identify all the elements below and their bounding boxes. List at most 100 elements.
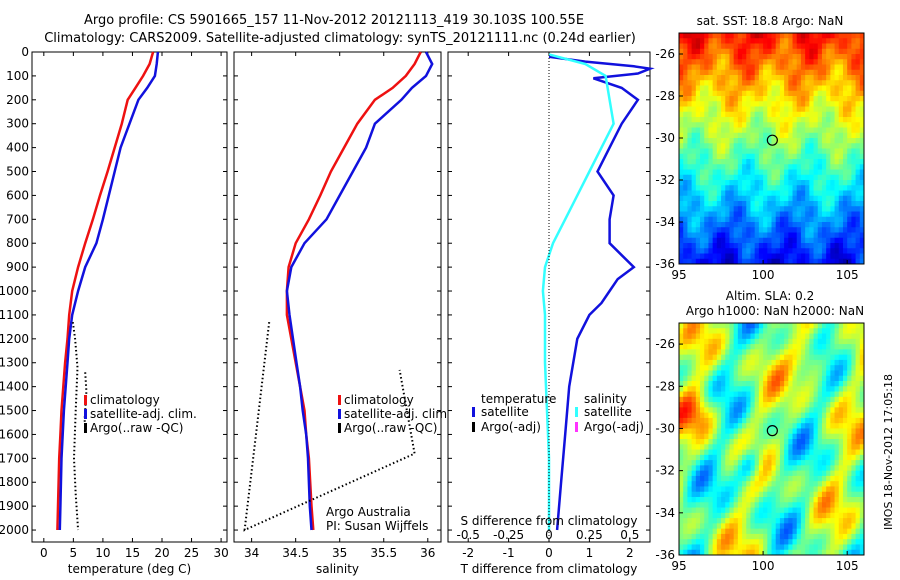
heatmap-cell [859,185,865,191]
heatmap-cell [691,69,697,76]
legend-swatch [472,407,475,417]
heatmap-cell [771,201,777,207]
heatmap-cell [742,33,747,39]
heatmap-cell [796,460,802,466]
heatmap-cell [725,85,730,92]
heatmap-cell [679,349,684,356]
heatmap-cell [695,180,701,186]
heatmap-cell [817,85,823,92]
heatmap-cell [712,349,718,356]
heatmap-cell [721,127,726,134]
heatmap-cell [855,80,861,86]
heatmap-cell [746,143,751,149]
heatmap-cell [821,412,827,419]
heatmap-cell [746,232,751,239]
heatmap-cell [742,323,747,329]
heatmap-cell [750,475,756,482]
heatmap-cell [708,159,714,165]
heatmap-cell [733,227,739,233]
heatmap-cell [771,449,777,456]
heatmap-cell [855,174,861,181]
heatmap-cell [813,386,819,392]
heatmap-cell [859,333,865,340]
heatmap-cell [792,169,798,176]
heatmap-cell [792,195,798,202]
heatmap-cell [763,417,768,424]
heatmap-cell [700,454,705,461]
heatmap-cell [746,333,751,340]
heatmap-cell [851,80,856,86]
heatmap-cell [775,386,781,392]
heatmap-cell [683,417,688,424]
heatmap-cell [830,512,835,519]
heatmap-cell [750,470,756,477]
heatmap-cell [742,216,747,223]
heatmap-cell [725,512,730,519]
heatmap-cell [687,475,693,482]
heatmap-cell [729,491,735,498]
heatmap-cell [758,153,764,160]
heatmap-cell [700,248,705,254]
heatmap-cell [691,90,697,97]
heatmap-cell [784,127,789,134]
heatmap-cell [859,127,865,134]
heatmap-cell [691,523,697,530]
heatmap-cell [746,396,751,403]
heatmap-cell [859,90,865,97]
heatmap-cell [805,349,810,356]
heatmap-cell [796,143,802,149]
heatmap-cell [691,101,697,107]
heatmap-cell [767,64,772,71]
heatmap-cell [737,117,743,123]
heatmap-cell [851,180,856,186]
heatmap-cell [855,465,861,472]
heatmap-cell [721,428,726,435]
heatmap-cell [817,475,823,482]
heatmap-cell [826,237,831,244]
heatmap-cell [834,375,840,382]
heatmap-cell [687,386,693,392]
heatmap-cell [784,138,789,144]
heatmap-cell [704,423,709,429]
heatmap-cell [847,222,852,228]
heatmap-cell [691,190,697,197]
heatmap-cell [679,64,684,71]
heatmap-cell [695,465,701,472]
heatmap-cell [796,433,802,440]
heatmap-cell [851,497,856,503]
heatmap-cell [796,38,802,44]
heatmap-cell [758,222,764,228]
heatmap-cell [687,122,693,128]
heatmap-cell [758,33,764,39]
heatmap-cell [779,59,785,65]
heatmap-cell [788,195,793,202]
heatmap-cell [700,48,705,55]
heatmap-cell [859,64,865,71]
heatmap-cell [838,439,844,445]
heatmap-cell [805,169,810,176]
heatmap-cell [742,338,747,345]
heatmap-cell [796,232,802,239]
heatmap-cell [712,497,718,503]
heatmap-cell [691,143,697,149]
heatmap-cell [855,407,861,414]
heatmap-cell [716,528,722,535]
heatmap-cell [813,354,819,361]
heatmap-cell [805,54,810,60]
heatmap-cell [851,54,856,60]
heatmap-cell [847,216,852,223]
heatmap-cell [746,549,751,556]
heatmap-cell [813,85,819,92]
heatmap-cell [817,132,823,139]
heatmap-cell [763,454,768,461]
heatmap-cell [746,174,751,181]
heatmap-cell [704,96,709,102]
heatmap-cell [758,201,764,207]
heatmap-cell [758,428,764,435]
heatmap-cell [733,518,739,524]
heatmap-cell [859,38,865,44]
heatmap-cell [796,528,802,535]
heatmap-cell [788,444,793,450]
heatmap-cell [750,465,756,472]
heatmap-cell [704,475,709,482]
